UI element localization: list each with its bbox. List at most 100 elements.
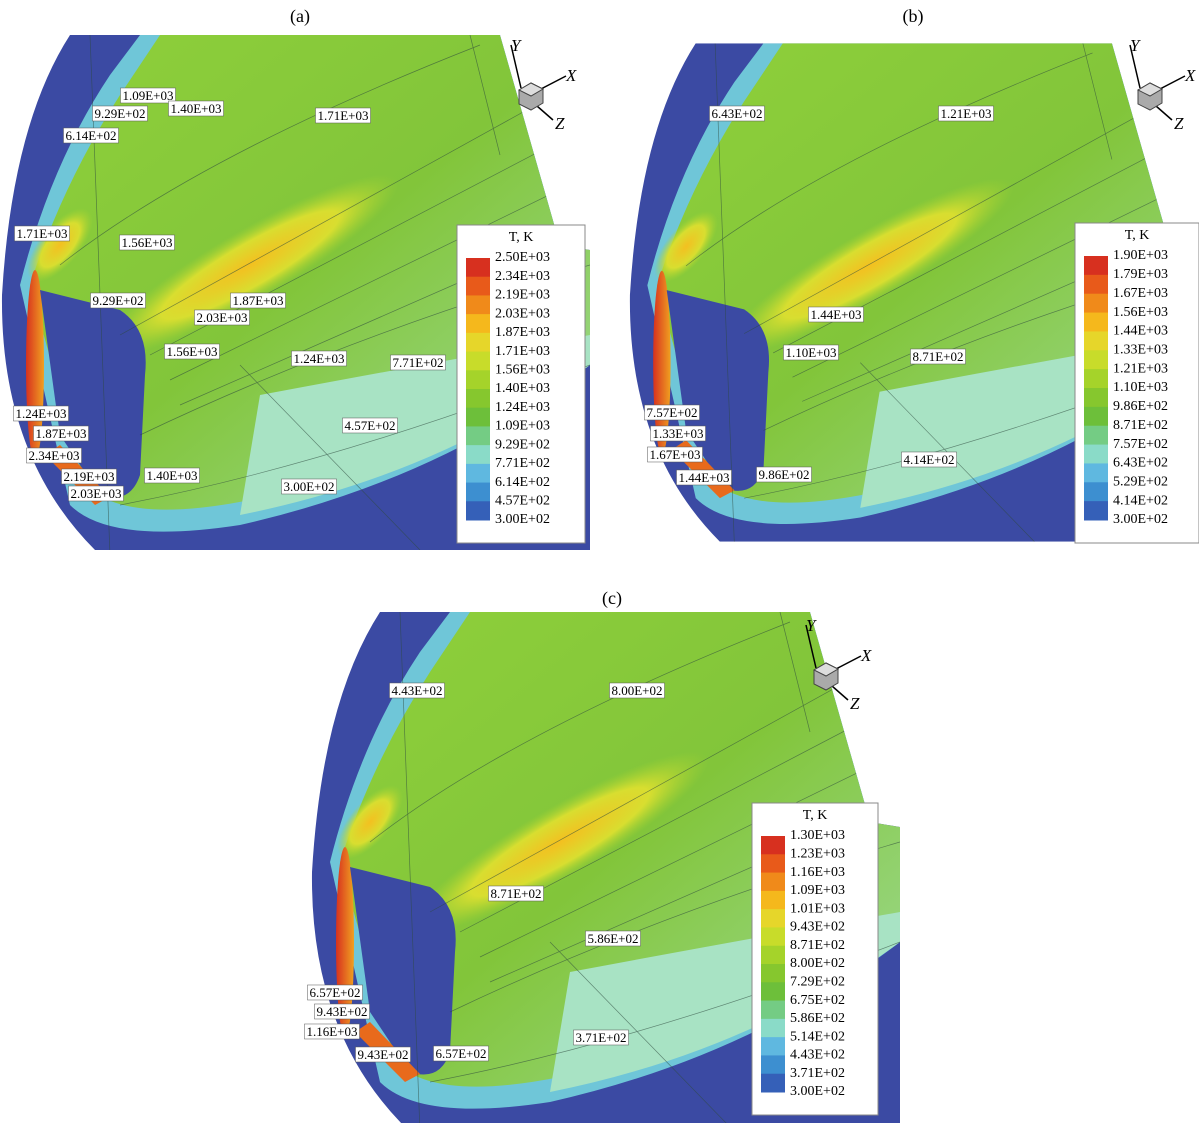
color-swatch: [761, 909, 785, 928]
legend-level: 1.90E+03: [1113, 248, 1168, 263]
color-swatch: [466, 426, 490, 445]
contour-label: 4.57E+02: [344, 418, 395, 433]
contour-label: 1.56E+03: [121, 235, 172, 250]
legend-level: 9.43E+02: [790, 920, 845, 935]
contour-label: 5.86E+02: [587, 931, 638, 946]
contour-label: 1.87E+03: [232, 293, 283, 308]
color-swatch: [1084, 313, 1108, 332]
color-swatch: [761, 854, 785, 873]
color-swatch: [466, 445, 490, 464]
contour-label: 8.71E+02: [490, 886, 541, 901]
legend-level: 1.01E+03: [790, 901, 845, 916]
color-swatch: [466, 464, 490, 483]
legend-level: 7.57E+02: [1113, 437, 1168, 452]
legend-level: 1.23E+03: [790, 847, 845, 862]
contour-label: 9.29E+02: [94, 106, 145, 121]
legend-title: T, K: [1125, 228, 1150, 243]
triad-axis: [539, 76, 566, 90]
contour-label: 1.40E+03: [170, 101, 221, 116]
legend-level: 1.87E+03: [495, 325, 550, 340]
triad-label: X: [1184, 66, 1196, 85]
contour-label: 9.43E+02: [316, 1004, 367, 1019]
contour-label: 4.14E+02: [903, 452, 954, 467]
color-swatch: [466, 314, 490, 333]
contour-label: 2.34E+03: [28, 448, 79, 463]
contour-label: 7.71E+02: [392, 355, 443, 370]
contour-label: 8.00E+02: [611, 683, 662, 698]
color-swatch: [466, 389, 490, 408]
legend-level: 4.14E+02: [1113, 493, 1168, 508]
legend-level: 1.56E+03: [1113, 305, 1168, 320]
contour-label: 1.44E+03: [678, 470, 729, 485]
legend-level: 1.67E+03: [1113, 286, 1168, 301]
contour-label: 6.14E+02: [65, 128, 116, 143]
contour-label: 1.87E+03: [35, 426, 86, 441]
triad-label: Y: [1130, 36, 1141, 55]
contour-label: 1.67E+03: [649, 447, 700, 462]
contour-label: 1.09E+03: [122, 88, 173, 103]
color-swatch: [466, 295, 490, 314]
triad-label: X: [860, 646, 872, 665]
legend-level: 8.71E+02: [1113, 418, 1168, 433]
legend-level: 1.56E+03: [495, 363, 550, 378]
legend-level: 4.43E+02: [790, 1048, 845, 1063]
contour-label: 2.19E+03: [63, 469, 114, 484]
legend-level: 5.14E+02: [790, 1029, 845, 1044]
color-swatch: [761, 1055, 785, 1074]
color-swatch: [761, 1001, 785, 1020]
color-swatch: [466, 501, 490, 520]
color-swatch: [761, 964, 785, 983]
panel-label: (c): [602, 588, 622, 609]
color-swatch: [1084, 350, 1108, 369]
color-swatch: [466, 408, 490, 427]
legend-level: 1.44E+03: [1113, 324, 1168, 339]
legend-level: 9.86E+02: [1113, 399, 1168, 414]
color-swatch: [466, 277, 490, 296]
triad-label: Y: [806, 616, 817, 635]
color-swatch: [1084, 407, 1108, 426]
contour-label: 6.57E+02: [435, 1046, 486, 1061]
triad-label: Z: [850, 694, 860, 713]
legend-level: 6.43E+02: [1113, 456, 1168, 471]
color-swatch: [761, 836, 785, 855]
triad-label: X: [565, 66, 577, 85]
contour-label: 1.71E+03: [317, 108, 368, 123]
legend-level: 5.29E+02: [1113, 475, 1168, 490]
legend-level: 1.24E+03: [495, 400, 550, 415]
legend-level: 7.71E+02: [495, 456, 550, 471]
triad-axis: [1158, 76, 1185, 90]
contour-label: 1.71E+03: [16, 226, 67, 241]
legend-level: 1.79E+03: [1113, 267, 1168, 282]
contour-label: 6.43E+02: [711, 106, 762, 121]
legend-level: 1.09E+03: [495, 419, 550, 434]
color-swatch: [466, 352, 490, 371]
legend-level: 5.86E+02: [790, 1011, 845, 1026]
color-swatch: [1084, 275, 1108, 294]
color-swatch: [1084, 501, 1108, 520]
contour-label: 1.44E+03: [810, 307, 861, 322]
contour-label: 1.56E+03: [166, 344, 217, 359]
legend-level: 1.30E+03: [790, 828, 845, 843]
legend-level: 2.19E+03: [495, 288, 550, 303]
panel-label: (a): [290, 6, 310, 27]
contour-label: 3.71E+02: [575, 1030, 626, 1045]
legend-level: 1.71E+03: [495, 344, 550, 359]
legend-level: 1.40E+03: [495, 381, 550, 396]
color-swatch: [761, 1074, 785, 1093]
color-swatch: [761, 946, 785, 965]
triad-axis: [537, 106, 553, 120]
legend-level: 6.75E+02: [790, 993, 845, 1008]
legend-level: 1.16E+03: [790, 865, 845, 880]
triad-label: Z: [555, 114, 565, 133]
color-swatch: [1084, 445, 1108, 464]
triad-label: Y: [511, 36, 522, 55]
contour-label: 1.24E+03: [15, 406, 66, 421]
legend-level: 2.50E+03: [495, 250, 550, 265]
contour-label: 4.43E+02: [391, 683, 442, 698]
color-swatch: [761, 1019, 785, 1038]
axis-triad: YXZ: [1130, 36, 1196, 133]
color-swatch: [1084, 256, 1108, 275]
legend-title: T, K: [509, 230, 534, 245]
color-swatch: [1084, 294, 1108, 313]
contour-label: 8.71E+02: [912, 349, 963, 364]
